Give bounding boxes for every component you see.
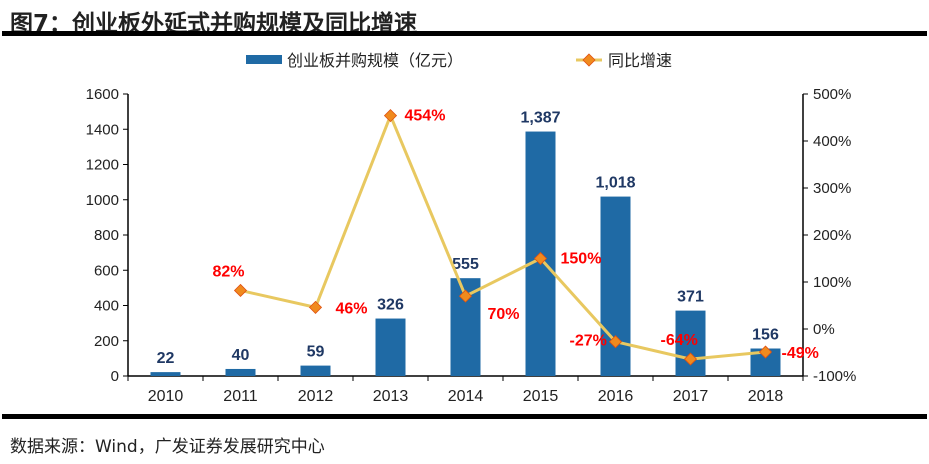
growth-label: -49% [782,345,819,362]
source-note: 数据来源：Wind，广发证券发展研究中心 [10,437,325,457]
growth-marker-2014 [458,289,473,303]
growth-marker-2011 [233,283,248,298]
right-tick-label: -100% [813,368,856,385]
bar-label: 555 [452,256,479,273]
left-tick-label: 600 [94,262,119,279]
left-tick-label: 400 [94,298,119,315]
growth-marker-2017 [683,352,698,366]
legend-bar-swatch [246,55,282,64]
bar-2012 [300,365,331,376]
right-tick-label: 200% [813,227,851,244]
growth-marker-2013 [383,109,398,123]
bar-label: 1,387 [520,110,560,127]
growth-label: -27% [570,333,607,350]
growth-label: 454% [405,108,446,125]
x-tick-label: 2013 [373,388,409,405]
x-tick-label: 2012 [298,388,334,405]
chart: 创业板并购规模（亿元） 同比增速 0 200 400 600 800 1000 1200 1400… [86,52,857,405]
left-tick-label: 1200 [86,157,119,174]
growth-marker-2015 [533,251,548,266]
left-tick-label: 800 [94,227,119,244]
legend-line-marker [582,53,596,67]
growth-marker-2012 [308,300,323,314]
growth-label: 150% [561,251,602,268]
growth-marker-2016 [608,335,623,349]
x-tick-label: 2017 [673,388,709,405]
right-tick-label: 0% [813,321,835,338]
bottom-rule [2,414,927,419]
left-tick-label: 1400 [86,121,119,138]
x-tick-label: 2011 [223,388,258,405]
x-tick-label: 2018 [748,388,784,405]
left-tick-label: 0 [111,368,119,385]
bar-label: 1,018 [595,175,635,192]
growth-label: 70% [488,306,520,323]
bar-2013 [375,318,406,376]
right-tick-label: 300% [813,180,851,197]
growth-label: -64% [661,332,698,349]
legend-line-label: 同比增速 [608,52,672,70]
bar-2011 [225,368,256,376]
growth-marker-2018 [758,345,773,359]
x-tick-label: 2014 [448,388,484,405]
x-tick-label: 2010 [148,388,184,405]
right-tick-label: 100% [813,274,851,291]
bar-label: 326 [377,297,404,314]
bar-label: 40 [232,347,250,364]
left-tick-label: 1600 [86,86,119,103]
growth-line [240,111,766,361]
bar-label: 156 [752,327,779,344]
right-tick-label: 500% [813,86,851,103]
top-rule [2,31,927,36]
bar-label: 371 [677,289,704,306]
bar-label: 22 [157,350,175,367]
x-tick-label: 2016 [598,388,634,405]
growth-label: 82% [212,263,244,280]
x-tick-label: 2015 [523,388,559,405]
bar-label: 59 [307,344,325,361]
legend-bar-label: 创业板并购规模（亿元） [287,52,463,70]
left-tick-label: 200 [94,333,119,350]
left-tick-label: 1000 [86,192,119,209]
growth-label: 46% [336,300,368,317]
right-tick-label: 400% [813,133,851,150]
bar-2010 [150,372,181,376]
